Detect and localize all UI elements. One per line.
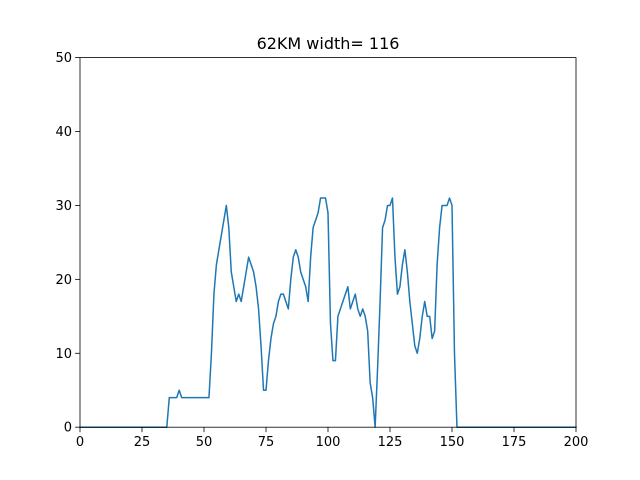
y-tick-label: 30 bbox=[55, 199, 72, 214]
y-tick-label: 20 bbox=[55, 273, 72, 288]
x-tick-label: 100 bbox=[316, 435, 341, 450]
x-tick-label: 75 bbox=[258, 435, 275, 450]
x-tick-label: 175 bbox=[502, 435, 527, 450]
x-tick-label: 200 bbox=[564, 435, 589, 450]
x-tick-label: 50 bbox=[196, 435, 213, 450]
x-tick-label: 25 bbox=[134, 435, 151, 450]
x-tick-label: 150 bbox=[440, 435, 465, 450]
y-tick-label: 0 bbox=[64, 421, 72, 436]
series-layer bbox=[79, 197, 577, 428]
x-tick-label: 125 bbox=[378, 435, 403, 450]
y-tick-label: 50 bbox=[55, 51, 72, 66]
y-tick-label: 10 bbox=[55, 347, 72, 362]
series-line-0 bbox=[79, 197, 577, 428]
y-tick-label: 40 bbox=[55, 125, 72, 140]
y-axis: 0 10 20 30 40 50 bbox=[55, 51, 80, 436]
chart-title: 62KM width= 116 bbox=[257, 34, 400, 53]
x-tick-label: 0 bbox=[76, 435, 84, 450]
x-axis: 0 25 50 75 100 125 150 175 200 bbox=[76, 427, 589, 450]
